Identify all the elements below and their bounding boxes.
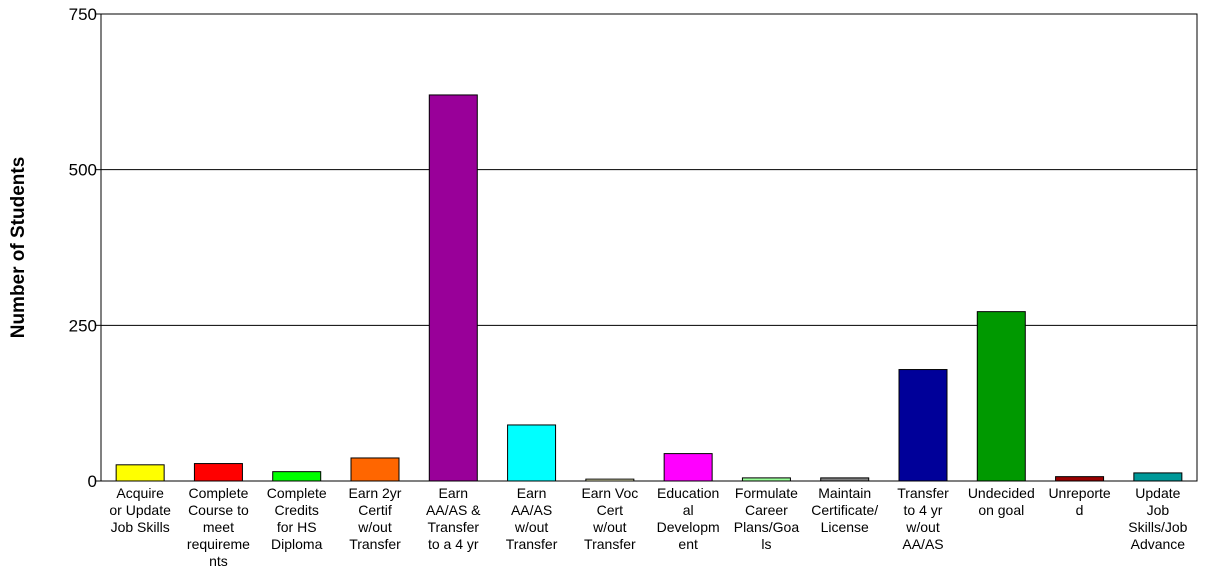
- x-category-label: Unreporte d: [1048, 485, 1110, 518]
- bar: [976, 311, 1026, 482]
- gridlines: [101, 169, 1197, 326]
- bar: [428, 94, 478, 482]
- bar: [1133, 472, 1183, 482]
- bar: [115, 464, 165, 482]
- x-category-label: Update Job Skills/Job Advance: [1128, 485, 1187, 552]
- bar: [193, 463, 243, 482]
- x-axis-category-labels: Acquire or Update Job Skills Complete Course…: [109, 485, 1187, 569]
- x-category-label: Acquire or Update Job Skills: [109, 485, 171, 535]
- bars: [115, 94, 1183, 482]
- x-category-label: Earn 2yr Certif w/out Transfer: [349, 485, 402, 552]
- y-tick-label: 250: [69, 316, 97, 335]
- x-category-label: Transfer to 4 yr w/out AA/AS: [897, 485, 949, 552]
- x-category-label: Complete Course to meet requireme nts: [187, 485, 250, 569]
- y-axis-label: Number of Students: [8, 157, 29, 339]
- x-category-label: Education al Developm ent: [657, 485, 720, 552]
- bar: [663, 453, 713, 482]
- x-category-label: Earn Voc Cert w/out Transfer: [581, 485, 638, 552]
- x-category-label: Complete Credits for HS Diploma: [267, 485, 327, 552]
- bar: [272, 471, 322, 482]
- y-axis-ticks: 0 250 500 750: [69, 5, 101, 491]
- bar: [898, 369, 948, 482]
- bar: [1055, 476, 1105, 482]
- x-category-label: Maintain Certificate/License: [811, 485, 878, 535]
- plot-area-frame: [100, 13, 1198, 482]
- bar: [350, 457, 400, 482]
- y-tick-label: 750: [69, 5, 97, 24]
- x-category-label: Earn AA/AS & Transfer to a 4 yr: [426, 485, 481, 552]
- x-category-label: Formulate Career Plans/Goa ls: [734, 485, 800, 552]
- bar: [507, 424, 557, 482]
- y-tick-label: 500: [69, 161, 97, 180]
- y-tick-label: 0: [88, 472, 97, 491]
- x-category-label: Earn AA/AS w/out Transfer: [506, 485, 558, 552]
- x-category-label: Undecided on goal: [968, 485, 1035, 518]
